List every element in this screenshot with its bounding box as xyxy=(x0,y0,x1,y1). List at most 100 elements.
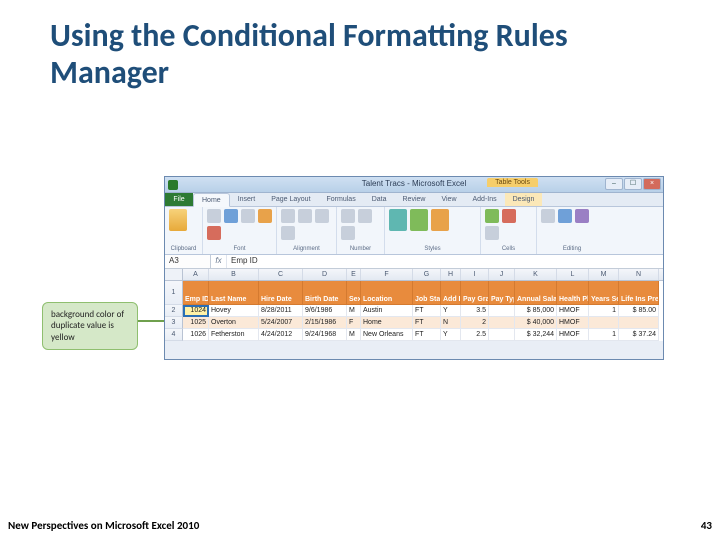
table-header-cell[interactable]: Pay Type xyxy=(489,281,515,305)
table-cell[interactable]: Y xyxy=(441,305,461,317)
delete-cells-icon[interactable] xyxy=(502,209,516,223)
tab-file[interactable]: File xyxy=(165,193,193,206)
number-format-icon[interactable] xyxy=(341,209,355,223)
formula-content[interactable]: Emp ID xyxy=(227,255,663,268)
table-cell[interactable]: M xyxy=(347,329,361,341)
tab-insert[interactable]: Insert xyxy=(230,193,264,206)
align-left-icon[interactable] xyxy=(281,209,295,223)
tab-page-layout[interactable]: Page Layout xyxy=(263,193,318,206)
table-cell[interactable]: HMOF xyxy=(557,305,589,317)
table-cell[interactable]: Hovey xyxy=(209,305,259,317)
table-cell[interactable]: N xyxy=(441,317,461,329)
table-cell[interactable]: $ 32,244 xyxy=(515,329,557,341)
font-icon[interactable] xyxy=(207,209,221,223)
format-as-table-icon[interactable] xyxy=(410,209,428,231)
col-header[interactable]: N xyxy=(619,269,659,280)
format-cells-icon[interactable] xyxy=(485,226,499,240)
table-cell[interactable]: $ 85,000 xyxy=(515,305,557,317)
table-cell[interactable]: 4/24/2012 xyxy=(259,329,303,341)
table-header-cell[interactable]: Last Name xyxy=(209,281,259,305)
merge-icon[interactable] xyxy=(281,226,295,240)
table-cell[interactable]: $ 40,000 xyxy=(515,317,557,329)
select-all-corner[interactable] xyxy=(165,269,183,280)
table-cell[interactable]: F xyxy=(347,317,361,329)
table-cell[interactable] xyxy=(489,305,515,317)
table-header-cell[interactable]: Pay Grade xyxy=(461,281,489,305)
col-header[interactable]: F xyxy=(361,269,413,280)
row-header[interactable]: 1 xyxy=(165,281,183,305)
row-header[interactable]: 4 xyxy=(165,329,183,341)
table-cell[interactable]: Fetherston xyxy=(209,329,259,341)
maximize-button[interactable]: ☐ xyxy=(624,178,642,190)
table-header-cell[interactable]: Annual Salary xyxy=(515,281,557,305)
table-cell[interactable] xyxy=(589,317,619,329)
tab-review[interactable]: Review xyxy=(395,193,434,206)
name-box[interactable]: A3 xyxy=(165,255,211,268)
tab-home[interactable]: Home xyxy=(193,193,230,207)
tab-data[interactable]: Data xyxy=(364,193,395,206)
border-icon[interactable] xyxy=(241,209,255,223)
table-header-cell[interactable]: Life Ins Premium xyxy=(619,281,659,305)
insert-cells-icon[interactable] xyxy=(485,209,499,223)
close-button[interactable]: × xyxy=(643,178,661,190)
table-cell[interactable]: 2/15/1986 xyxy=(303,317,347,329)
col-header[interactable]: M xyxy=(589,269,619,280)
align-center-icon[interactable] xyxy=(298,209,312,223)
table-cell[interactable]: $ 37.24 xyxy=(619,329,659,341)
table-cell[interactable]: Overton xyxy=(209,317,259,329)
table-header-cell[interactable]: Add Life Ins xyxy=(441,281,461,305)
table-cell[interactable]: $ 85.00 xyxy=(619,305,659,317)
table-cell[interactable]: 1 xyxy=(589,305,619,317)
col-header[interactable]: G xyxy=(413,269,441,280)
table-header-cell[interactable]: Health Plan xyxy=(557,281,589,305)
tab-addins[interactable]: Add-Ins xyxy=(465,193,505,206)
tab-design[interactable]: Design xyxy=(505,193,543,206)
table-header-cell[interactable]: Years Service xyxy=(589,281,619,305)
table-header-cell[interactable]: Location xyxy=(361,281,413,305)
tab-formulas[interactable]: Formulas xyxy=(319,193,364,206)
fill-color-icon[interactable] xyxy=(258,209,272,223)
row-header[interactable]: 3 xyxy=(165,317,183,329)
table-cell[interactable]: HMOF xyxy=(557,317,589,329)
col-header[interactable]: K xyxy=(515,269,557,280)
table-cell[interactable]: 2 xyxy=(461,317,489,329)
table-cell[interactable] xyxy=(619,317,659,329)
table-cell[interactable]: 1026 xyxy=(183,329,209,341)
fx-icon[interactable]: fx xyxy=(211,255,227,268)
table-cell[interactable]: 9/6/1986 xyxy=(303,305,347,317)
table-header-cell[interactable]: Emp ID xyxy=(183,281,209,305)
col-header[interactable]: E xyxy=(347,269,361,280)
col-header[interactable]: I xyxy=(461,269,489,280)
conditional-formatting-icon[interactable] xyxy=(389,209,407,231)
table-cell[interactable]: 9/24/1968 xyxy=(303,329,347,341)
table-cell[interactable]: FT xyxy=(413,329,441,341)
table-cell[interactable]: HMOF xyxy=(557,329,589,341)
col-header[interactable]: B xyxy=(209,269,259,280)
table-cell[interactable]: Austin xyxy=(361,305,413,317)
minimize-button[interactable]: – xyxy=(605,178,623,190)
table-cell[interactable] xyxy=(489,317,515,329)
table-cell[interactable]: 3.5 xyxy=(461,305,489,317)
table-cell[interactable]: New Orleans xyxy=(361,329,413,341)
table-cell[interactable]: FT xyxy=(413,305,441,317)
col-header[interactable]: A xyxy=(183,269,209,280)
table-cell[interactable] xyxy=(489,329,515,341)
table-header-cell[interactable]: Job Status xyxy=(413,281,441,305)
tab-view[interactable]: View xyxy=(433,193,464,206)
table-cell[interactable]: 1025 xyxy=(183,317,209,329)
autosum-icon[interactable] xyxy=(541,209,555,223)
table-cell[interactable]: Y xyxy=(441,329,461,341)
comma-icon[interactable] xyxy=(341,226,355,240)
table-header-cell[interactable]: Hire Date xyxy=(259,281,303,305)
table-cell[interactable]: FT xyxy=(413,317,441,329)
bold-icon[interactable] xyxy=(224,209,238,223)
table-cell[interactable]: 5/24/2007 xyxy=(259,317,303,329)
wrap-icon[interactable] xyxy=(315,209,329,223)
col-header[interactable]: H xyxy=(441,269,461,280)
table-cell[interactable]: 1024 xyxy=(183,305,209,317)
col-header[interactable]: J xyxy=(489,269,515,280)
col-header[interactable]: C xyxy=(259,269,303,280)
percent-icon[interactable] xyxy=(358,209,372,223)
cell-styles-icon[interactable] xyxy=(431,209,449,231)
table-header-cell[interactable]: Sex xyxy=(347,281,361,305)
